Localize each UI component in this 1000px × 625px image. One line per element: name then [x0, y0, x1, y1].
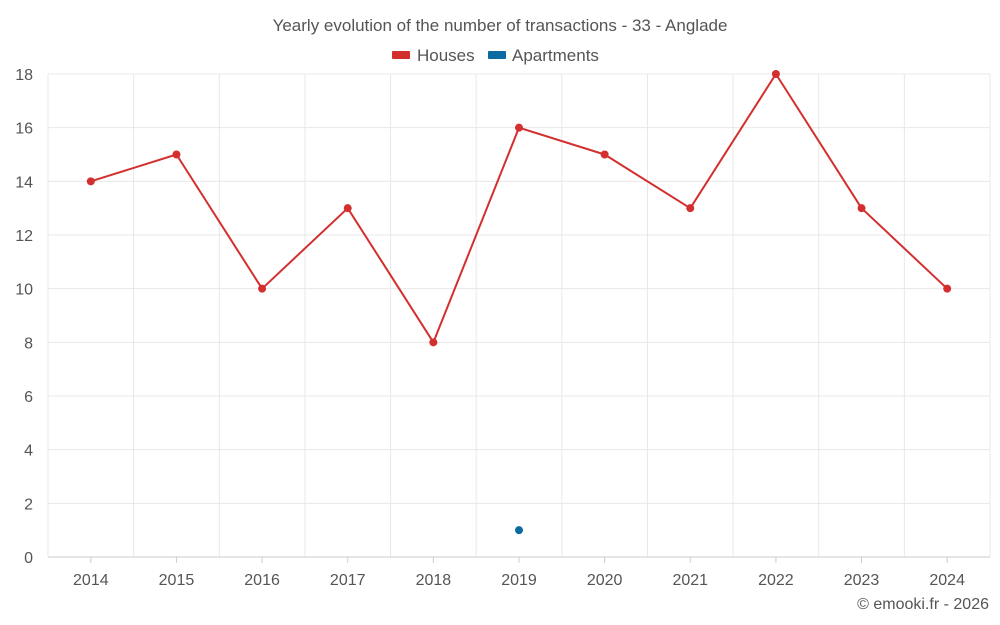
data-point-apartments-2019[interactable]	[515, 526, 523, 535]
y-tick-label: 8	[24, 335, 33, 352]
series-layer	[86, 70, 952, 535]
y-tick-label: 12	[15, 228, 33, 245]
legend-swatch-apartments	[488, 51, 506, 59]
legend-swatch-houses	[392, 51, 410, 59]
y-tick-label: 10	[15, 282, 33, 299]
x-tick-label: 2014	[73, 572, 109, 589]
x-axis: 2014 2015 2016 2017 2018 2019 2020 2021 2022 2023…	[48, 556, 990, 589]
credit-text: © emooki.fr - 2026	[857, 596, 989, 613]
legend: Houses Apartments	[392, 46, 599, 65]
x-tick-label: 2023	[844, 572, 880, 589]
grid	[47, 73, 991, 558]
x-tick-label: 2021	[672, 572, 708, 589]
legend-item-houses[interactable]: Houses	[392, 46, 475, 65]
series-houses	[86, 70, 952, 347]
x-tick-label: 2022	[758, 572, 794, 589]
data-point-houses-2020[interactable]	[600, 150, 609, 159]
data-point-houses-2024[interactable]	[943, 284, 952, 293]
legend-label-houses: Houses	[417, 46, 475, 65]
data-point-houses-2015[interactable]	[172, 150, 181, 159]
data-point-houses-2022[interactable]	[771, 70, 780, 78]
series-apartments	[515, 526, 523, 535]
data-point-houses-2014[interactable]	[86, 177, 95, 186]
chart-title: Yearly evolution of the number of transa…	[273, 16, 728, 35]
data-point-houses-2018[interactable]	[429, 338, 438, 347]
data-point-houses-2021[interactable]	[686, 204, 695, 213]
y-tick-label: 6	[24, 389, 33, 406]
legend-label-apartments: Apartments	[512, 46, 599, 65]
legend-item-apartments[interactable]: Apartments	[488, 46, 599, 65]
data-point-houses-2017[interactable]	[343, 204, 352, 213]
y-tick-label: 14	[15, 174, 33, 191]
x-tick-label: 2020	[587, 572, 623, 589]
data-point-houses-2019[interactable]	[515, 123, 523, 132]
y-axis: 0 2 4 6 8 10 12 14 16 18	[15, 67, 33, 567]
x-tick-label: 2019	[501, 572, 537, 589]
data-point-houses-2023[interactable]	[857, 204, 866, 213]
x-tick-label: 2024	[929, 572, 965, 589]
y-tick-label: 16	[15, 121, 33, 138]
data-point-houses-2016[interactable]	[258, 284, 267, 293]
x-tick-label: 2015	[159, 572, 195, 589]
x-tick-label: 2018	[416, 572, 452, 589]
y-tick-label: 4	[24, 443, 33, 460]
x-tick-label: 2016	[244, 572, 280, 589]
x-tick-label: 2017	[330, 572, 366, 589]
y-tick-label: 2	[24, 496, 33, 513]
y-tick-label: 0	[24, 550, 33, 567]
y-tick-label: 18	[15, 67, 33, 84]
